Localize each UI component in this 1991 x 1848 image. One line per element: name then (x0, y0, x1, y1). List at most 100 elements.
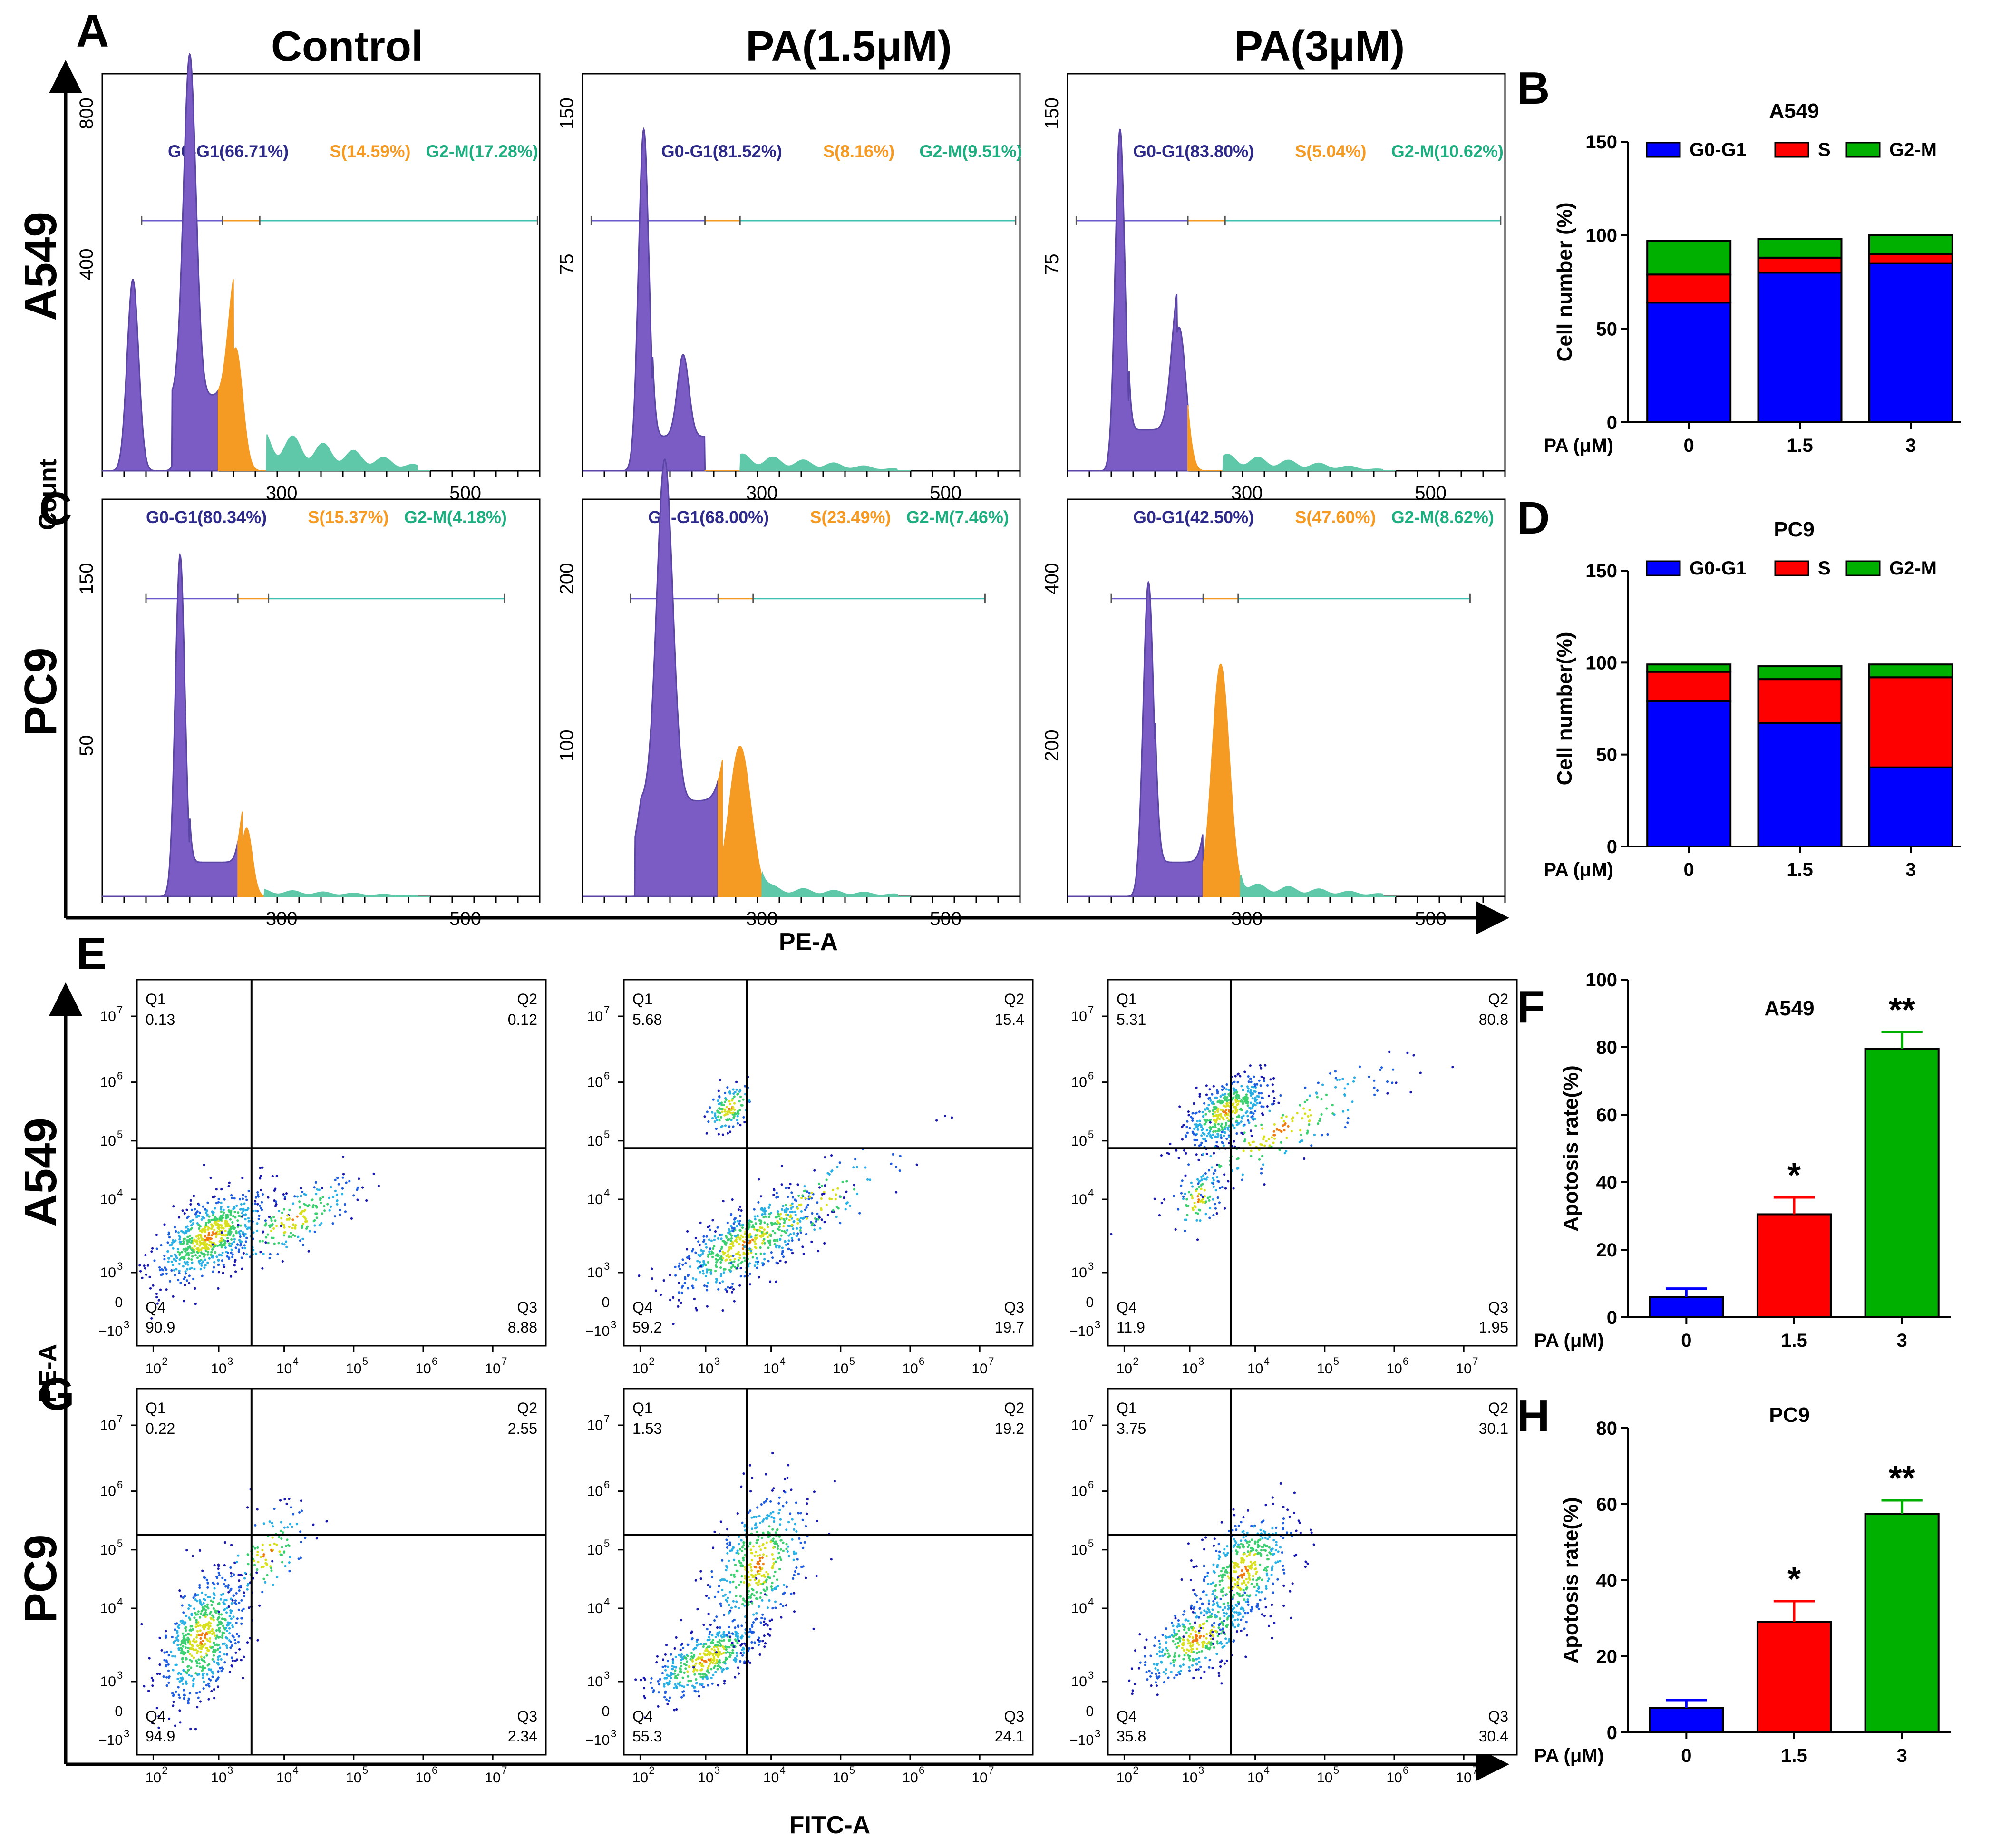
scatter-event-dot (705, 1271, 709, 1274)
scatter-event-dot (638, 1274, 641, 1277)
scatter-event-dot (721, 1309, 724, 1312)
scatter-event-dot (1220, 1125, 1223, 1128)
scatter-event-dot (191, 1236, 194, 1240)
scatter-event-dot (1208, 1648, 1211, 1651)
scatter-event-dot (207, 1247, 210, 1250)
scatter-event-dot (695, 1309, 698, 1312)
scatter-event-dot (1216, 1117, 1219, 1119)
scatter-event-dot (782, 1255, 785, 1258)
scatter-event-dot (315, 1537, 318, 1540)
scatter-event-dot (849, 1204, 852, 1207)
scatter-event-dot (147, 1690, 150, 1692)
scatter-event-dot (754, 1222, 758, 1225)
scatter-event-dot (776, 1543, 778, 1546)
scatter-event-dot (1203, 1609, 1206, 1612)
scatter-event-dot (761, 1567, 764, 1570)
scatter-event-dot (728, 1625, 731, 1629)
quadrant-value: 19.7 (995, 1319, 1024, 1336)
scatter-event-dot (233, 1238, 236, 1241)
scatter-event-dot (707, 1664, 710, 1667)
scatter-event-dot (151, 1684, 154, 1687)
scatter-event-dot (1224, 1187, 1227, 1190)
scatter-event-dot (224, 1220, 228, 1223)
scatter-event-dot (1221, 1128, 1224, 1131)
scatter-event-dot (752, 1621, 755, 1624)
scatter-event-dot (1351, 1100, 1354, 1103)
scatter-event-dot (1219, 1187, 1222, 1189)
scatter-event-dot (217, 1271, 220, 1274)
quadrant-name: Q2 (517, 991, 537, 1008)
scatter-event-dot (1222, 1144, 1225, 1147)
scatter-event-dot (741, 1244, 744, 1246)
scatter-event-dot (245, 1253, 248, 1256)
scatter-event-dot (184, 1263, 187, 1265)
scatter-event-dot (781, 1246, 784, 1249)
scatter-event-dot (1304, 1112, 1307, 1115)
scatter-event-dot (182, 1265, 185, 1268)
scatter-event-dot (1292, 1116, 1294, 1119)
scatter-event-dot (743, 1604, 746, 1607)
scatter-event-dot (844, 1208, 847, 1211)
scatter-event-dot (792, 1227, 795, 1230)
scatter-event-dot (777, 1210, 779, 1213)
scatter-event-dot (726, 1528, 729, 1531)
scatter-event-dot (1293, 1511, 1296, 1514)
scatter-event-dot (170, 1243, 173, 1246)
scatter-event-dot (211, 1248, 214, 1251)
scatter-event-dot (1202, 1128, 1204, 1130)
scatter-event-dot (733, 1108, 736, 1111)
scatter-event-dot (1247, 1080, 1250, 1083)
scatter-event-dot (790, 1191, 793, 1194)
scatter-event-dot (320, 1201, 322, 1204)
quadrant-name: Q3 (1004, 1299, 1024, 1316)
scatter-event-dot (703, 1263, 706, 1265)
scatter-event-dot (193, 1616, 196, 1619)
x-tick-exponent: 2 (649, 1355, 654, 1367)
scatter-event-dot (707, 1120, 710, 1123)
scatter-event-dot (791, 1202, 794, 1205)
scatter-event-dot (1170, 1621, 1174, 1624)
y-tick-exponent: 3 (117, 1669, 123, 1681)
scatter-event-dot (718, 1234, 721, 1236)
scatter-event-dot (222, 1601, 225, 1604)
scatter-event-dot (200, 1248, 203, 1251)
histogram-y-tick-label: 200 (556, 563, 577, 595)
scatter-event-dot (220, 1613, 223, 1616)
scatter-event-dot (1198, 1661, 1201, 1663)
scatter-event-dot (702, 1272, 705, 1275)
scatter-event-dot (1195, 1565, 1198, 1568)
scatter-event-dot (1212, 1625, 1215, 1629)
scatter-event-dot (189, 1640, 192, 1643)
scatter-event-dot (1210, 1102, 1213, 1105)
scatter-event-dot (1153, 1663, 1156, 1666)
scatter-event-dot (288, 1225, 291, 1228)
scatter-event-dot (1153, 1644, 1156, 1647)
scatter-event-dot (243, 1202, 246, 1205)
scatter-event-dot (737, 1234, 739, 1236)
scatter-event-dot (774, 1540, 777, 1543)
scatter-event-dot (200, 1634, 203, 1637)
histogram-y-tick-label: 50 (76, 735, 97, 756)
scatter-event-dot (1331, 1112, 1334, 1115)
scatter-event-dot (232, 1215, 234, 1217)
scatter-event-dot (1303, 1100, 1306, 1103)
scatter-event-dot (204, 1646, 207, 1649)
scatter-event-dot (204, 1598, 206, 1601)
scatter-event-dot (176, 1625, 179, 1628)
scatter-event-dot (756, 1506, 759, 1509)
scatter-event-dot (769, 1244, 772, 1246)
scatter-event-dot (797, 1572, 800, 1576)
scatter-event-dot (669, 1299, 672, 1302)
scatter-event-dot (663, 1677, 666, 1680)
scatter-event-dot (315, 1193, 318, 1196)
scatter-event-dot (1285, 1137, 1288, 1139)
scatter-event-dot (813, 1490, 816, 1493)
scatter-event-dot (297, 1557, 300, 1560)
scatter-event-dot (705, 1235, 708, 1238)
scatter-event-dot (820, 1208, 823, 1211)
scatter-event-dot (1188, 1657, 1191, 1660)
x-tick-exponent: 5 (849, 1764, 855, 1776)
scatter-event-dot (170, 1255, 173, 1258)
scatter-event-dot (1263, 1077, 1265, 1080)
scatter-event-dot (769, 1280, 772, 1283)
